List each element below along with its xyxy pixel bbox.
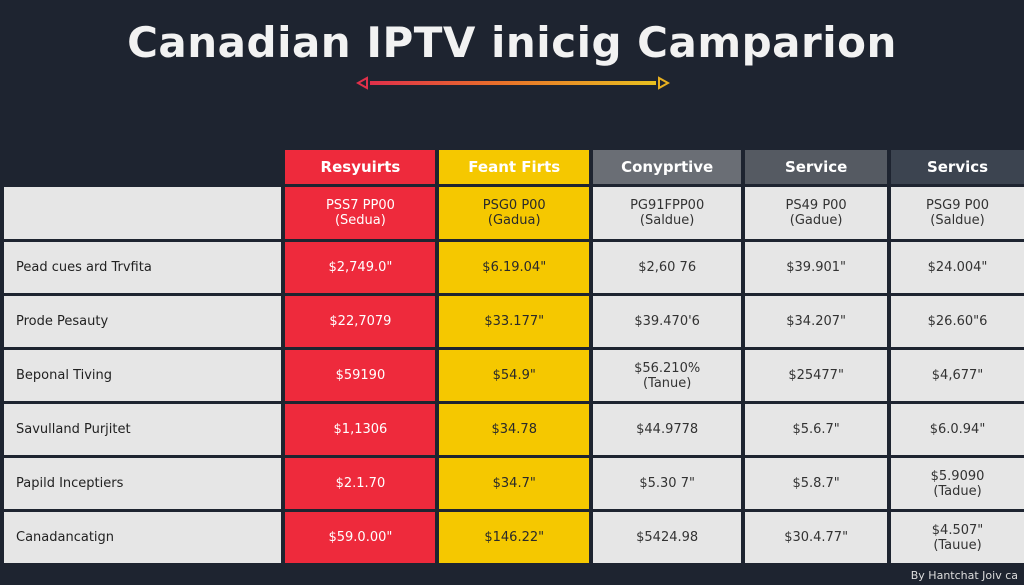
table-row: Pead cues ard Trvfita $2,749.0" $6.19.04" $… <box>4 242 1024 293</box>
price-cell: $1,1306 <box>285 404 436 455</box>
price-cell: $33.177" <box>439 296 590 347</box>
price-cell: $4.507" (Tauue) <box>891 512 1024 563</box>
price-cell: $2,60 76 <box>593 242 742 293</box>
price-cell: $56.210% (Tanue) <box>593 350 742 401</box>
header-row: Resyuirts Feant Firts Conyprtive Service… <box>4 150 1024 184</box>
row-label: Beponal Tiving <box>4 350 282 401</box>
price-cell: $4,677" <box>891 350 1024 401</box>
title-divider <box>356 76 670 90</box>
price-cell: $39.470'6 <box>593 296 742 347</box>
price-cell: $6.19.04" <box>439 242 590 293</box>
price-cell: $5.30 7" <box>593 458 742 509</box>
subheader-cell: PSG9 P00 (Saldue) <box>891 187 1024 239</box>
price-cell: $24.004" <box>891 242 1024 293</box>
row-label: Savulland Purjitet <box>4 404 282 455</box>
price-cell: $59.0.00" <box>285 512 436 563</box>
column-header: Feant Firts <box>439 150 590 184</box>
header-blank <box>4 150 281 184</box>
price-cell: $2.1.70 <box>285 458 436 509</box>
table-row: Savulland Purjitet $1,1306 $34.78 $44.9778 $… <box>4 404 1024 455</box>
price-cell: $5.6.7" <box>745 404 888 455</box>
price-cell: $5.8.7" <box>745 458 888 509</box>
price-cell: $2,749.0" <box>285 242 436 293</box>
row-label: Papild Inceptiers <box>4 458 282 509</box>
price-cell: $22,7079 <box>285 296 436 347</box>
table-row: Prode Pesauty $22,7079 $33.177" $39.470'6 $3… <box>4 296 1024 347</box>
column-header: Resyuirts <box>285 150 436 184</box>
price-cell: $39.901" <box>745 242 888 293</box>
table-row: Canadancatign $59.0.00" $146.22" $5424.98 $3… <box>4 512 1024 563</box>
credit-text: By Hantchat Joiv ca <box>910 569 1018 582</box>
subheader-cell <box>4 187 282 239</box>
left-arrow-icon <box>356 76 368 90</box>
subheader-cell: PSS7 PP00 (Sedua) <box>285 187 436 239</box>
row-label: Prode Pesauty <box>4 296 282 347</box>
price-cell: $44.9778 <box>593 404 742 455</box>
price-cell: $34.207" <box>745 296 888 347</box>
comparison-table: Resyuirts Feant Firts Conyprtive Service… <box>0 147 1024 566</box>
price-cell: $146.22" <box>439 512 590 563</box>
price-cell: $30.4.77" <box>745 512 888 563</box>
table-row: Papild Inceptiers $2.1.70 $34.7" $5.30 7" $5… <box>4 458 1024 509</box>
price-cell: $34.7" <box>439 458 590 509</box>
subheader-cell: PSG0 P00 (Gadua) <box>439 187 590 239</box>
price-cell: $26.60"6 <box>891 296 1024 347</box>
subheader-cell: PG91FPP00 (Saldue) <box>593 187 742 239</box>
column-header: Service <box>745 150 888 184</box>
row-label: Canadancatign <box>4 512 282 563</box>
price-cell: $25477" <box>745 350 888 401</box>
row-label: Pead cues ard Trvfita <box>4 242 282 293</box>
table-row: Beponal Tiving $59190 $54.9" $56.210% (Tanue… <box>4 350 1024 401</box>
column-header: Conyprtive <box>593 150 742 184</box>
price-cell: $5424.98 <box>593 512 742 563</box>
page-title: Canadian IPTV inicig Camparion <box>127 18 897 67</box>
price-cell: $59190 <box>285 350 436 401</box>
column-header: Servics <box>891 150 1024 184</box>
price-cell: $54.9" <box>439 350 590 401</box>
right-arrow-icon <box>658 76 670 90</box>
subheader-row: PSS7 PP00 (Sedua) PSG0 P00 (Gadua) PG91FPP… <box>4 187 1024 239</box>
price-cell: $5.9090 (Tadue) <box>891 458 1024 509</box>
price-cell: $6.0.94" <box>891 404 1024 455</box>
price-cell: $34.78 <box>439 404 590 455</box>
subheader-cell: PS49 P00 (Gadue) <box>745 187 888 239</box>
